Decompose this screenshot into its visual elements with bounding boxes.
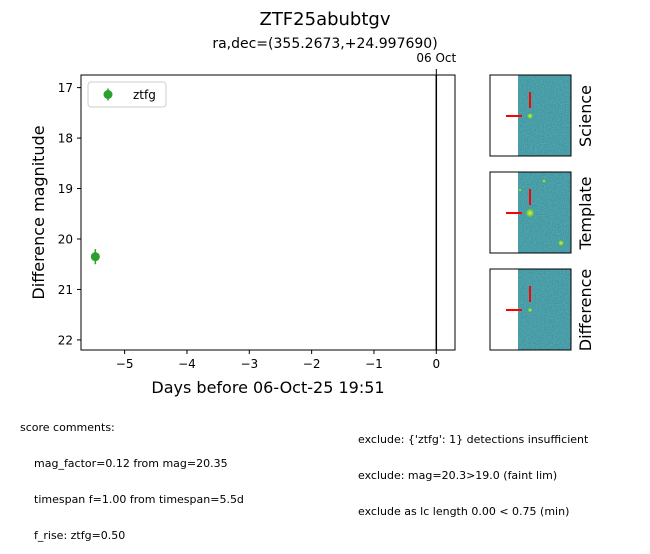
y-axis-label: Difference magnitude: [29, 125, 48, 299]
x-tick-label: −3: [240, 357, 258, 371]
cutout-label-template: Template: [576, 176, 595, 250]
figure-title: ZTF25abubtgv: [259, 9, 390, 30]
x-tick-label: −4: [178, 357, 196, 371]
cutout-template-star-3: [557, 239, 565, 247]
score-comment-line: mag_factor=0.12 from mag=20.35: [34, 457, 228, 470]
y-tick-label: 20: [58, 232, 73, 246]
x-axis-label: Days before 06-Oct-25 19:51: [151, 378, 384, 397]
x-tick-label: 0: [432, 357, 440, 371]
cutout-template: [489, 171, 572, 254]
exclude-comment-line: exclude as lc length 0.00 < 0.75 (min): [358, 505, 570, 518]
x-tick-label: −5: [116, 357, 134, 371]
cutout-science: [489, 74, 572, 157]
plot-frame: [80, 74, 456, 351]
cutout-label-difference: Difference: [576, 269, 595, 351]
cutout-template-star-2: [541, 178, 547, 184]
y-tick-label: 17: [58, 81, 73, 95]
cutout-difference-source: [527, 307, 533, 313]
score-comment-line: timespan f=1.00 from timespan=5.5d: [34, 493, 244, 506]
cutout-template-source: [524, 207, 536, 219]
legend-label: ztfg: [133, 88, 156, 102]
cutout-label-science: Science: [576, 85, 595, 147]
cutout-difference-noise: [518, 269, 571, 350]
x-tick-label: −2: [303, 357, 321, 371]
exclude-comments: exclude: {'ztfg': 1} detections insuffic…: [358, 410, 588, 530]
cutout-science-source: [526, 112, 534, 120]
cutout-template-star-4: [518, 188, 522, 192]
y-tick-label: 21: [58, 283, 73, 297]
y-tick-label: 22: [58, 333, 73, 347]
light-curve-axes: 06 Oct −5 −4 −3 −2 −1 0 17 18 19 20 21 22 Days before…: [29, 51, 457, 397]
y-tick-label: 19: [58, 182, 73, 196]
legend-marker: [103, 90, 113, 99]
cutout-science-noise: [518, 75, 571, 156]
cutout-difference: [489, 268, 572, 351]
score-comment-line: f_rise: ztfg=0.50: [34, 529, 126, 542]
y-tick-label: 18: [58, 132, 73, 146]
figure-subtitle: ra,dec=(355.2673,+24.997690): [212, 36, 437, 52]
x-tick-label: −1: [365, 357, 383, 371]
data-point: [90, 252, 100, 262]
reference-line-label: 06 Oct: [416, 51, 456, 65]
exclude-comment-line: exclude: mag=20.3>19.0 (faint lim): [358, 469, 558, 482]
score-comments: score comments: mag_factor=0.12 from mag…: [20, 398, 244, 554]
figure: ZTF25abubtgv ra,dec=(355.2673,+24.997690…: [29, 9, 595, 397]
legend-box: [87, 81, 167, 108]
score-comments-header: score comments:: [20, 421, 115, 434]
exclude-comment-line: exclude: {'ztfg': 1} detections insuffic…: [358, 433, 589, 446]
